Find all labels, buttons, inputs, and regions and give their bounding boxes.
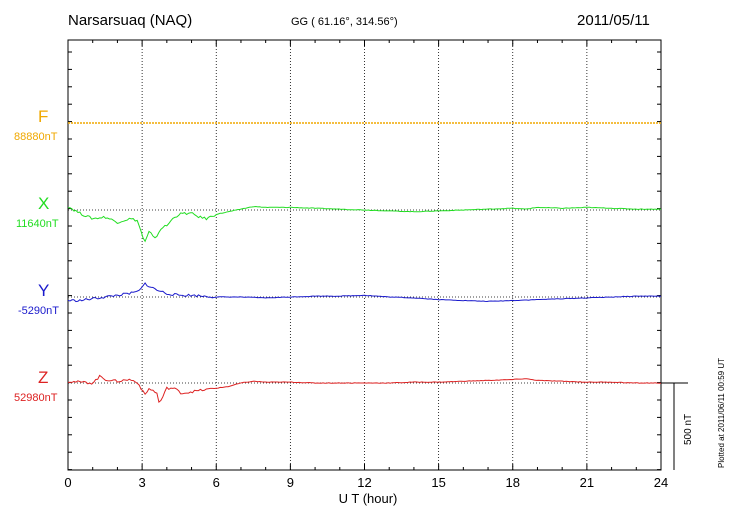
x-tick-label-21: 21 [580, 475, 594, 490]
x-tick-label-6: 6 [213, 475, 220, 490]
series-line-z [67, 374, 661, 404]
component-baseline-z: 52980nT [14, 392, 58, 404]
component-label-f: F [38, 107, 49, 126]
x-tick-label-15: 15 [431, 475, 445, 490]
x-tick-label-9: 9 [287, 475, 294, 490]
x-tick-label-12: 12 [357, 475, 371, 490]
series-lines [67, 122, 662, 404]
series-line-x [67, 205, 662, 243]
plotted-at-note: Plotted at 2011/06/11 00:59 UT [717, 358, 726, 468]
scale-bar-label: 500 nT [683, 414, 694, 445]
x-tick-label-24: 24 [654, 475, 668, 490]
station-title: Narsarsuaq (NAQ) [68, 12, 193, 29]
geographic-coordinates: GG ( 61.16°, 314.56°) [291, 16, 398, 28]
component-label-z: Z [38, 368, 49, 387]
component-label-x: X [38, 194, 50, 213]
component-baseline-f: 88880nT [14, 131, 58, 143]
series-line-y [67, 282, 661, 303]
plot-date: 2011/05/11 [577, 12, 650, 29]
component-baseline-x: 11640nT [16, 218, 59, 230]
x-axis-title: U T (hour) [339, 491, 398, 506]
x-tick-label-18: 18 [506, 475, 520, 490]
x-tick-label-3: 3 [139, 475, 146, 490]
component-label-y: Y [38, 281, 50, 300]
scale-bar: 500 nT [661, 382, 694, 470]
x-tick-label-0: 0 [64, 475, 71, 490]
axis-ticks: 0 3 6 9 12 15 18 21 24 [64, 40, 668, 490]
plot-frame [67, 39, 662, 471]
component-baseline-y: -5290nT [18, 305, 59, 317]
grid-lines [141, 40, 588, 470]
